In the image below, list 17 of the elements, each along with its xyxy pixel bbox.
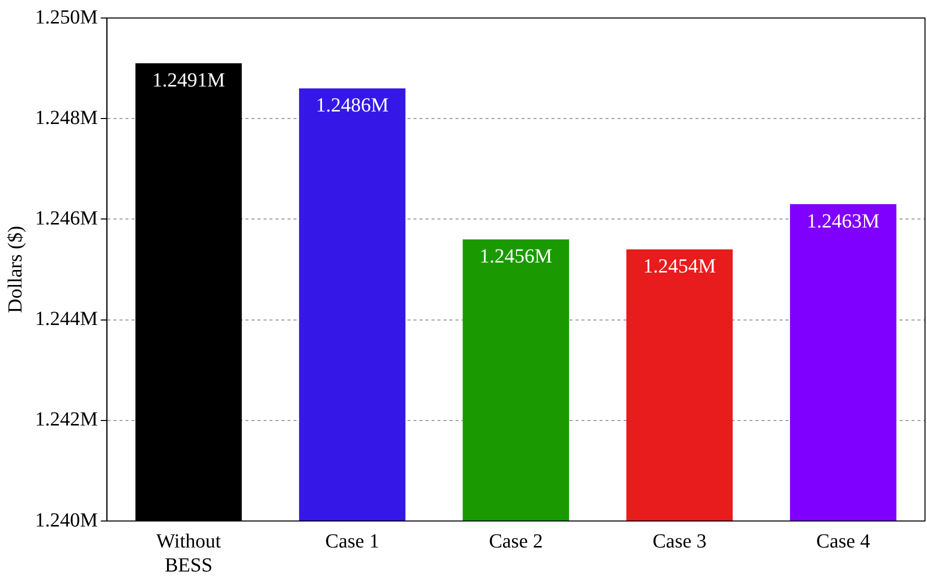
y-tick-label: 1.240M (34, 509, 98, 532)
y-tick-label: 1.248M (34, 106, 98, 129)
y-tick-label: 1.242M (34, 408, 98, 431)
data-label: 1.2456M (479, 246, 552, 268)
data-label: 1.2491M (152, 70, 226, 92)
data-label: 1.2463M (806, 210, 880, 232)
x-tick-label: Without BESS (156, 530, 222, 576)
x-tick-label: Case 4 (816, 530, 870, 552)
x-tick-label: Case 1 (325, 530, 380, 552)
data-label: 1.2454M (643, 256, 716, 278)
y-tick-label: 1.250M (34, 6, 98, 28)
x-tick-label: Case 3 (652, 530, 706, 552)
y-axis-title: Dollars ($) (4, 226, 26, 314)
y-tick-label: 1.244M (34, 308, 98, 330)
x-tick-label: Case 2 (488, 530, 543, 552)
data-label: 1.2486M (316, 94, 389, 117)
y-tick-label: 1.246M (34, 207, 98, 230)
